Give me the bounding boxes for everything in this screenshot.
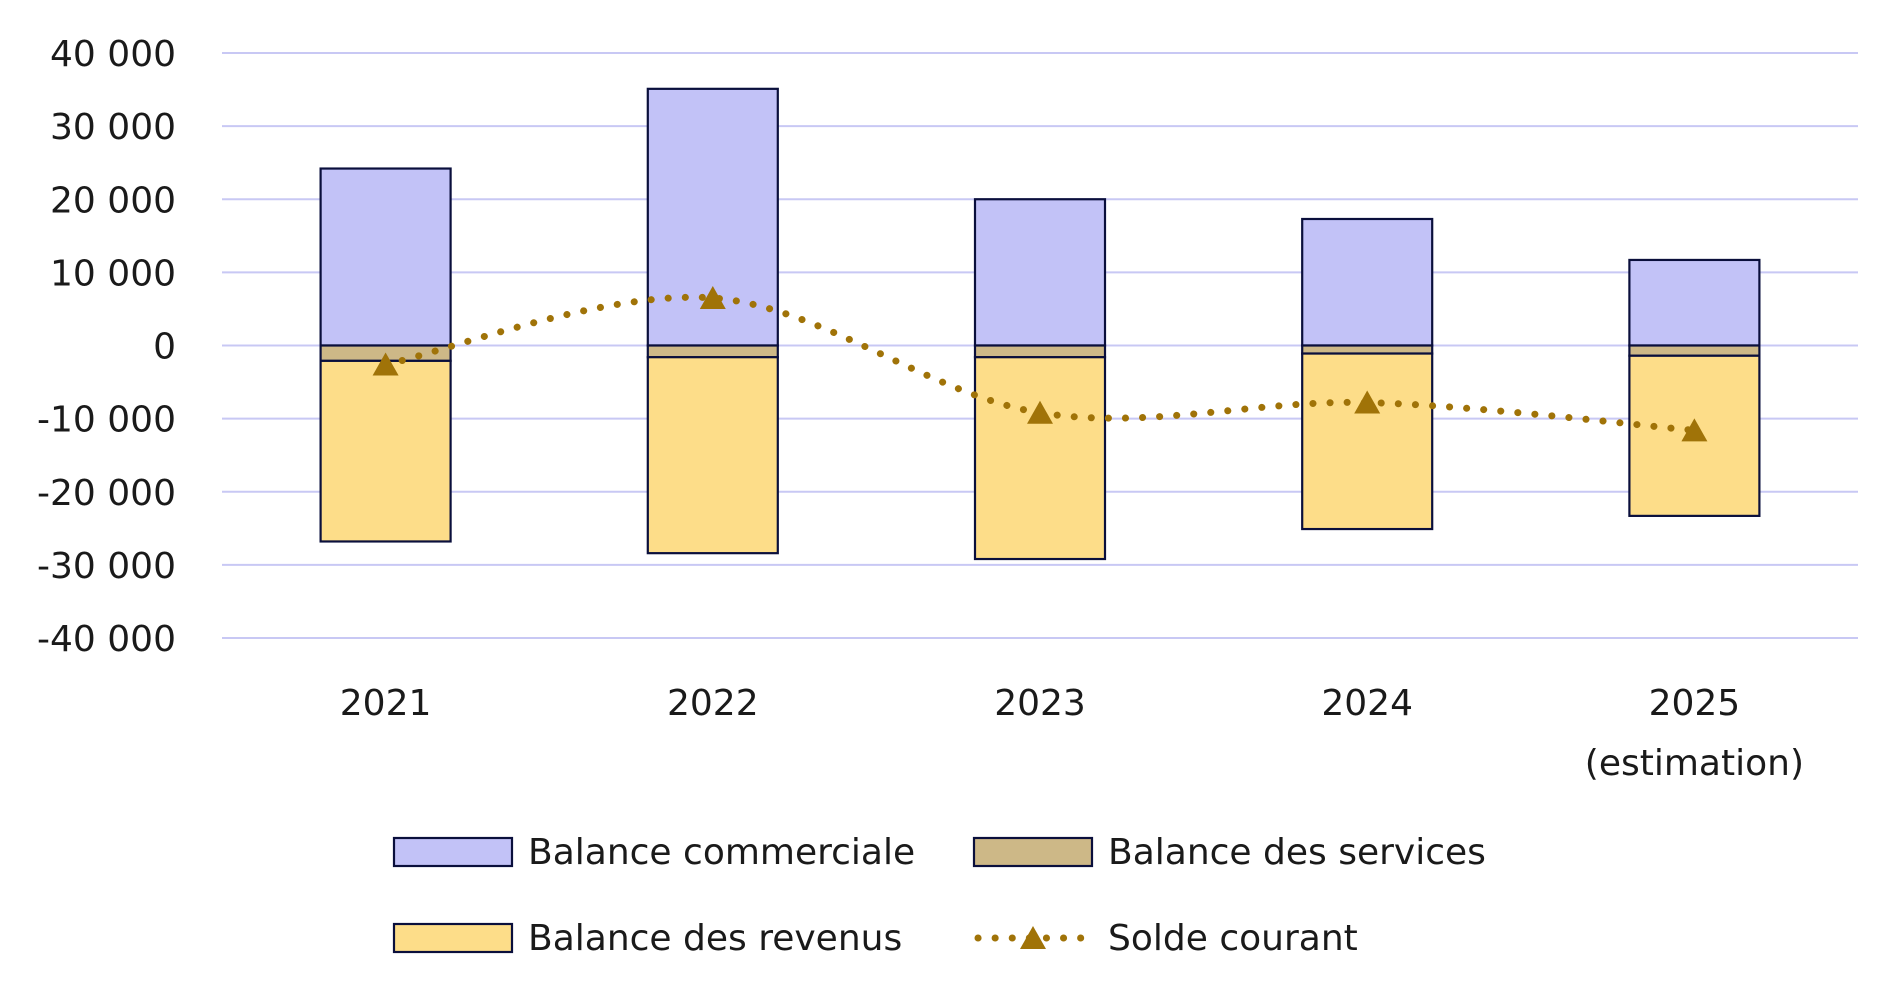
bar-income bbox=[319, 359, 452, 543]
legend-label: Balance des revenus bbox=[528, 918, 902, 959]
legend-key-current_account-marker bbox=[1020, 926, 1046, 949]
legend: Balance commerciale Balance des services B… bbox=[392, 832, 1486, 959]
y-tick-label: -20 000 bbox=[37, 473, 176, 514]
bar-services bbox=[646, 344, 779, 359]
y-tick-label: 0 bbox=[153, 327, 176, 368]
solde-courant-marker bbox=[1681, 418, 1708, 442]
x-tick-label: 2022 bbox=[667, 683, 759, 724]
y-tick-label: -40 000 bbox=[37, 619, 176, 660]
solde-courant-marker bbox=[699, 285, 726, 309]
x-tick-label: 2025 bbox=[1649, 683, 1741, 724]
x-tick-label: 2021 bbox=[340, 683, 432, 724]
solde-courant-series bbox=[372, 285, 1708, 442]
bar-income bbox=[1301, 352, 1434, 531]
legend-key-services bbox=[972, 836, 1094, 868]
solde-courant-marker bbox=[1354, 390, 1381, 414]
bar-trade bbox=[319, 167, 452, 347]
bars bbox=[319, 87, 1761, 561]
legend-key-trade bbox=[392, 836, 514, 868]
legend-label: Balance des services bbox=[1108, 832, 1486, 873]
legend-label: Solde courant bbox=[1108, 918, 1358, 959]
bar-income bbox=[973, 356, 1107, 561]
bar-income bbox=[646, 356, 779, 555]
x-axis-tick-labels: 2021 2022 2023 2024 2025 (estimation) bbox=[340, 683, 1804, 784]
bar-trade bbox=[1628, 258, 1761, 347]
y-tick-label: -30 000 bbox=[37, 546, 176, 587]
bar-trade bbox=[973, 198, 1107, 347]
solde-courant-marker bbox=[372, 352, 399, 376]
bar-services bbox=[1628, 344, 1761, 357]
y-tick-label: 20 000 bbox=[50, 180, 176, 221]
bar-services bbox=[1301, 344, 1434, 355]
bar-trade bbox=[1301, 217, 1434, 347]
bar-services bbox=[973, 344, 1107, 359]
x-tick-label: 2024 bbox=[1321, 683, 1413, 724]
legend-label: Balance commerciale bbox=[528, 832, 915, 873]
x-tick-label: (estimation) bbox=[1585, 743, 1804, 784]
legend-key-income bbox=[392, 922, 514, 954]
x-tick-label: 2023 bbox=[994, 683, 1086, 724]
solde-courant-marker bbox=[1027, 400, 1053, 424]
y-axis-tick-labels: 40 000 30 000 20 000 10 000 0 -10 000 -20 000 -… bbox=[37, 34, 176, 660]
y-tick-label: 40 000 bbox=[50, 34, 176, 75]
y-tick-label: 10 000 bbox=[50, 253, 176, 294]
y-tick-label: -10 000 bbox=[37, 400, 176, 441]
y-tick-label: 30 000 bbox=[50, 107, 176, 148]
